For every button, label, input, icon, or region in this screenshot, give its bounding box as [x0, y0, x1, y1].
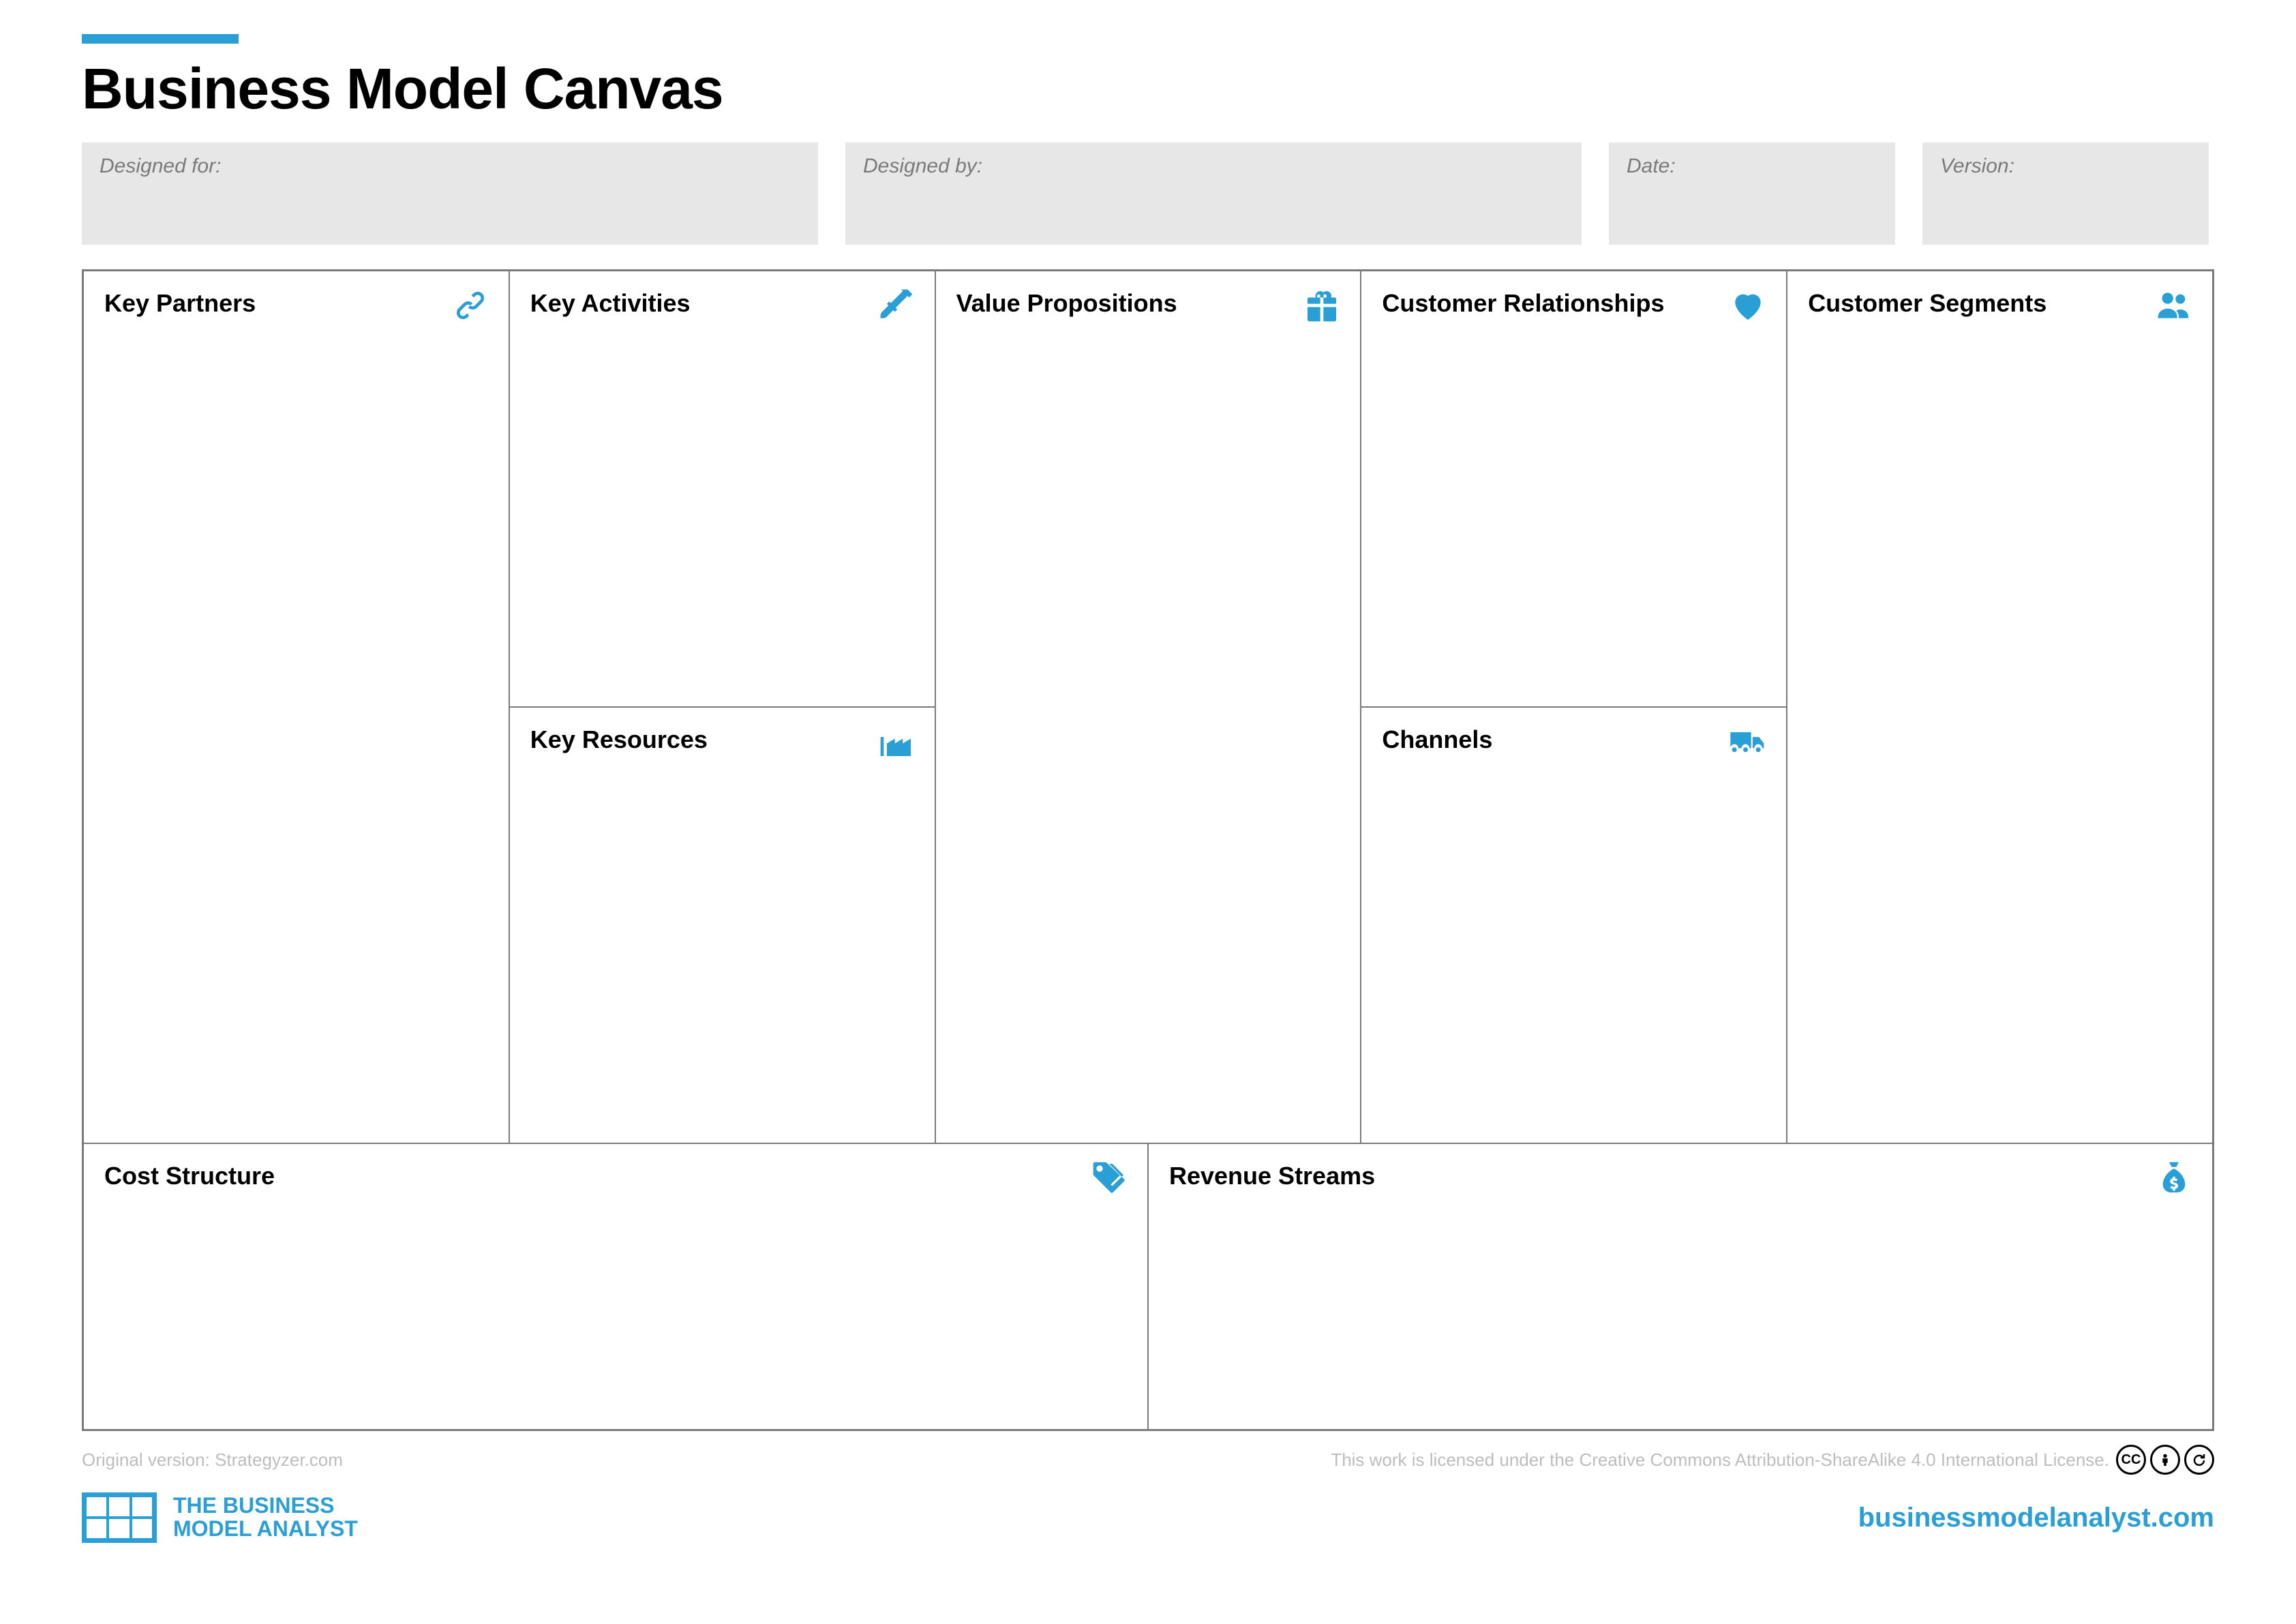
cell-title: Customer Segments: [1808, 289, 2192, 318]
cell-title: Value Propositions: [956, 289, 1340, 318]
cell-title: Channels: [1382, 725, 1766, 754]
cell-key-resources[interactable]: Key Resources: [509, 707, 935, 1143]
meta-version[interactable]: Version:: [1922, 142, 2209, 245]
cell-customer-segments[interactable]: Customer Segments: [1787, 271, 2213, 1143]
users-icon: [2155, 286, 2193, 325]
meta-row: Designed for: Designed by: Date: Version…: [82, 142, 2214, 245]
cell-revenue-streams[interactable]: Revenue Streams: [1148, 1143, 2213, 1430]
tag-icon: [1090, 1159, 1128, 1197]
footer: Original version: Strategyzer.com This w…: [82, 1445, 2214, 1475]
cell-key-activities[interactable]: Key Activities: [509, 271, 935, 707]
by-icon: [2150, 1445, 2180, 1475]
footer-license: This work is licensed under the Creative…: [1331, 1449, 2109, 1471]
meta-designed-by[interactable]: Designed by:: [845, 142, 1582, 245]
cc-icon: CC: [2116, 1445, 2146, 1475]
factory-icon: [877, 723, 916, 761]
truck-icon: [1729, 723, 1767, 761]
cell-key-partners[interactable]: Key Partners: [83, 271, 509, 1143]
cell-channels[interactable]: Channels: [1361, 707, 1787, 1143]
cell-cost-structure[interactable]: Cost Structure: [83, 1143, 1148, 1430]
cell-title: Key Partners: [104, 289, 488, 318]
cc-badges: CC: [2116, 1445, 2214, 1475]
cell-title: Customer Relationships: [1382, 289, 1766, 318]
brand-row: THE BUSINESS MODEL ANALYST businessmodel…: [82, 1492, 2214, 1543]
meta-designed-for[interactable]: Designed for:: [82, 142, 818, 245]
heart-icon: [1729, 286, 1767, 325]
link-icon: [451, 286, 489, 325]
accent-bar: [82, 34, 239, 44]
brand-text: THE BUSINESS MODEL ANALYST: [173, 1494, 358, 1540]
cell-customer-relationships[interactable]: Customer Relationships: [1361, 271, 1787, 707]
footer-original: Original version: Strategyzer.com: [82, 1449, 343, 1471]
brand-line1: THE BUSINESS: [173, 1494, 358, 1518]
meta-label: Designed by:: [863, 155, 1564, 178]
sa-icon: [2184, 1445, 2214, 1475]
brand-url: businessmodelanalyst.com: [1858, 1503, 2214, 1533]
cell-title: Key Activities: [530, 289, 914, 318]
meta-label: Version:: [1940, 155, 2191, 178]
cell-value-propositions[interactable]: Value Propositions: [935, 271, 1361, 1143]
meta-date[interactable]: Date:: [1609, 142, 1895, 245]
moneybag-icon: [2155, 1159, 2193, 1197]
meta-label: Designed for:: [100, 155, 800, 178]
brand-line2: MODEL ANALYST: [173, 1518, 358, 1541]
shovel-icon: [877, 286, 916, 325]
cell-title: Key Resources: [530, 725, 914, 754]
cell-title: Cost Structure: [104, 1162, 1127, 1190]
gift-icon: [1303, 286, 1341, 325]
cell-title: Revenue Streams: [1169, 1162, 2192, 1190]
meta-label: Date:: [1627, 155, 1877, 178]
brand-logo-icon: [82, 1492, 157, 1543]
page-title: Business Model Canvas: [82, 56, 2214, 122]
canvas-grid: Key Partners Key Activities Value Propos…: [82, 269, 2214, 1431]
